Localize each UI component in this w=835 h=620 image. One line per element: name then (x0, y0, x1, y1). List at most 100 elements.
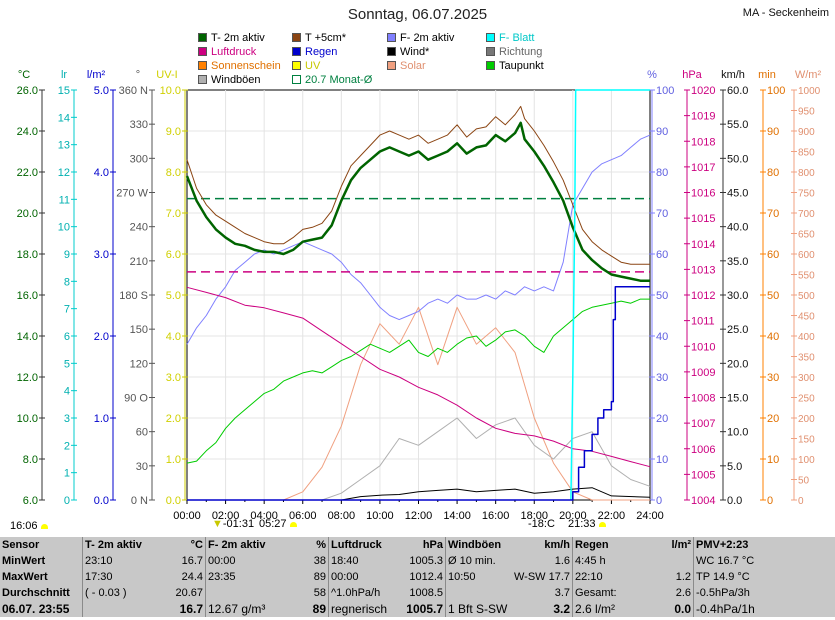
axis-hum-label: 10 (656, 454, 668, 466)
axis-press-label: 1018 (691, 136, 715, 148)
series-luftdruck (186, 286, 651, 468)
axis-temp-label: 26.0 (17, 85, 38, 97)
axis-solar-label: 450 (798, 312, 815, 323)
stats-cell (82, 601, 153, 617)
axis-solar-label: 100 (798, 455, 815, 466)
axis-rainrate-label: 12 (58, 167, 70, 179)
legend-item-solar: Solar (387, 60, 426, 72)
axis-solar-label: 550 (798, 271, 815, 282)
axis-sunmin-label: 100 (767, 85, 785, 97)
axis-rainrate-label: 14 (58, 112, 70, 124)
axis-press-label: 1013 (691, 264, 715, 276)
x-tick-label: 00:00 (173, 510, 201, 522)
axis-uv-label: 5.0 (166, 290, 181, 302)
axis-hum-label: 100 (656, 85, 674, 97)
axis-press-label: 1007 (691, 418, 715, 430)
axis-solar-label: 200 (798, 414, 815, 425)
station-name: MA - Seckenheim (742, 7, 829, 19)
axis-unit: % (647, 69, 657, 81)
stats-cell: -0.5hPa/3h (693, 585, 835, 601)
stats-row-avg: Durchschnitt ( - 0.03 ) 20.67 58 ^1.0hPa… (0, 585, 835, 601)
stats-cell: Regen (572, 537, 640, 553)
stats-cell: 58 (313, 587, 326, 599)
stats-cell: TP 14.9 °C (693, 569, 835, 585)
stats-cell: 89 (313, 571, 326, 583)
axis-sunmin-label: 30 (767, 372, 779, 384)
axis-uv-label: 10.0 (160, 85, 181, 97)
axis-sunmin-label: 70 (767, 208, 779, 220)
axis-press-label: 1011 (691, 316, 715, 328)
stats-cell: 00:00 (328, 569, 391, 585)
axis-unit: min (758, 69, 776, 81)
axis-direction-label: 0 N (131, 495, 148, 507)
x-tick-label: 14:00 (443, 510, 471, 522)
stats-cell (205, 585, 278, 601)
stats-cell (445, 585, 512, 601)
axis-temp-label: 10.0 (17, 413, 38, 425)
axis-rainrate-label: 1 (64, 468, 70, 480)
stats-cell: 1 Bft S-SW (445, 601, 512, 617)
axis-direction-label: 210 (130, 256, 148, 268)
axis-sunmin-label: 90 (767, 126, 779, 138)
stats-cell: Luftdruck (328, 537, 391, 553)
axis-press-label: 1015 (691, 213, 715, 225)
x-tick-label: 24:00 (636, 510, 664, 522)
axis-temp-label: 12.0 (17, 372, 38, 384)
stats-cell: 24.4 (181, 571, 203, 583)
axis-uv-label: 7.0 (166, 208, 181, 220)
axis-rainrate-label: 15 (58, 85, 70, 97)
axis-unit: ° (136, 69, 140, 81)
x-tick-label: 10:00 (366, 510, 394, 522)
stats-cell: -0.4hPa/1h (693, 601, 835, 617)
axis-wind-label: 35.0 (727, 256, 748, 268)
axis-temp-label: 20.0 (17, 208, 38, 220)
stats-cell: hPa (422, 539, 443, 551)
axis-sunmin-label: 60 (767, 249, 779, 261)
axis-wind-label: 20.0 (727, 358, 748, 370)
stats-cell: MaxWert (2, 571, 48, 583)
axis-direction-label: 300 (130, 153, 148, 165)
axis-sunmin-label: 50 (767, 290, 779, 302)
stats-cell: Sensor (2, 539, 40, 551)
axis-wind-label: 45.0 (727, 188, 748, 200)
stats-row-current: 06.07. 23:55 16.7 12.67 g/m³ 89 regneris… (0, 601, 835, 617)
axis-unit: °C (18, 69, 30, 81)
axis-rainrate-label: 9 (64, 249, 70, 261)
axis-uv-label: 3.0 (166, 372, 181, 384)
stats-cell: Ø 10 min. (445, 553, 512, 569)
axis-hum-label: 40 (656, 331, 668, 343)
axis-sunmin-label: 10 (767, 454, 779, 466)
stats-cell: 1008.5 (409, 587, 443, 599)
axis-unit: UV-I (156, 69, 177, 81)
axis-wind-label: 15.0 (727, 393, 748, 405)
axis-solar-label: 350 (798, 353, 815, 364)
moonset-time: ▼-01:31 (212, 518, 255, 530)
axis-rainrate-label: 11 (59, 194, 70, 206)
stats-cell: T- 2m aktiv (82, 537, 153, 553)
axis-rain-label: 1.0 (94, 413, 109, 425)
axis-solar-label: 950 (798, 107, 815, 118)
axis-temp-label: 18.0 (17, 249, 38, 261)
stats-cell: 1.6 (554, 555, 571, 567)
sunset-time: 21:33 (568, 518, 606, 530)
stats-cell: 23:10 (82, 553, 153, 569)
axis-wind-label: 30.0 (727, 290, 748, 302)
legend-item-wind: Wind* (387, 46, 429, 58)
stats-cell: 4:45 h (572, 553, 640, 569)
axis-hum-label: 60 (656, 249, 668, 261)
series-f-blatt (570, 89, 650, 501)
axis-direction-label: 330 (130, 119, 148, 131)
axis-press-label: 1008 (691, 393, 715, 405)
stats-cell: % (316, 539, 326, 551)
axis-sunmin-label: 80 (767, 167, 779, 179)
axis-solar-label: 600 (798, 250, 815, 261)
legend-item-sunshine: Sonnenschein (198, 60, 281, 72)
legend-item-gusts: Windböen (198, 74, 261, 86)
axis-press-label: 1005 (691, 469, 715, 481)
stats-cell: regnerisch (328, 601, 391, 617)
stats-cell: 23:35 (205, 569, 278, 585)
axis-wind-label: 60.0 (727, 85, 748, 97)
axis-solar-label: 300 (798, 373, 815, 384)
x-tick-label: 08:00 (328, 510, 356, 522)
stats-cell: km/h (544, 539, 571, 551)
